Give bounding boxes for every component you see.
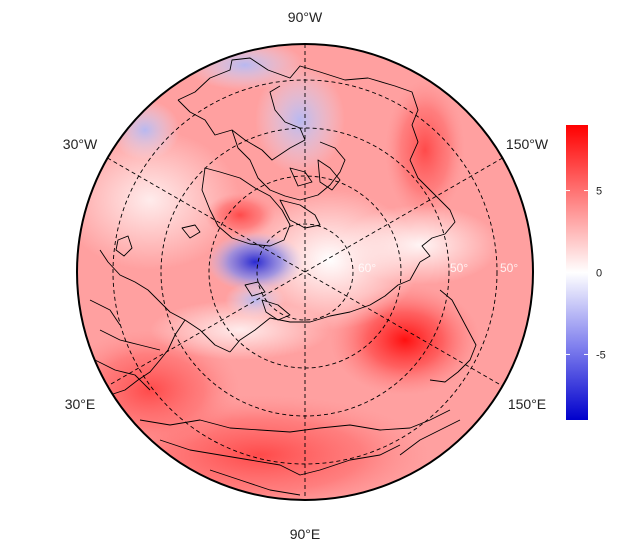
lon-label-30e: 30°E bbox=[65, 396, 96, 412]
anomaly-field bbox=[77, 44, 533, 500]
lon-label-150w: 150°W bbox=[506, 136, 549, 152]
colorbar-gradient bbox=[566, 125, 588, 420]
map-frame bbox=[76, 43, 534, 501]
coastlines bbox=[89, 57, 477, 496]
graticule bbox=[107, 44, 503, 500]
lat-label-50-b: 50° bbox=[500, 261, 518, 275]
lon-label-150e: 150°E bbox=[508, 396, 546, 412]
lat-label-60: 60° bbox=[358, 261, 376, 275]
colorbar-tick-label: 5 bbox=[596, 186, 602, 198]
colorbar-tick-label: -5 bbox=[596, 349, 606, 361]
lon-label-90e: 90°E bbox=[290, 526, 321, 542]
colorbar: -5 0 5 bbox=[566, 125, 606, 420]
lon-label-30w: 30°W bbox=[63, 136, 98, 152]
colorbar-ticks: -5 0 5 bbox=[566, 186, 606, 361]
lon-label-90w: 90°W bbox=[288, 9, 323, 25]
colorbar-tick-label: 0 bbox=[596, 268, 602, 280]
longitude-labels: 90°W 30°W 150°W 30°E 150°E 90°E bbox=[63, 9, 549, 542]
latitude-labels: 60° 50° 50° bbox=[358, 261, 518, 275]
lat-label-50-a: 50° bbox=[450, 261, 468, 275]
